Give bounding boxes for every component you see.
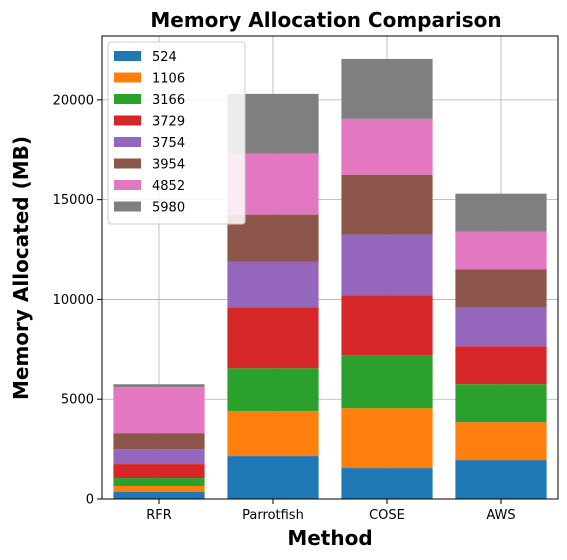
bar-segment-4852-cose: [341, 118, 433, 175]
bar-segment-3166-cose: [341, 355, 433, 409]
bar-segment-524-aws: [455, 460, 547, 499]
legend-swatch: [114, 94, 141, 104]
bar-segment-3729-cose: [341, 295, 433, 356]
legend-swatch: [114, 115, 141, 126]
bar-segment-3166-aws: [455, 384, 547, 423]
bar-segment-3729-aws: [455, 346, 547, 385]
y-tick-label: 20000: [53, 93, 94, 108]
bar-segment-1106-aws: [455, 422, 547, 461]
legend-label: 1106: [152, 72, 185, 87]
x-tick-label: AWS: [486, 508, 515, 523]
bar-segment-3954-cose: [341, 174, 433, 235]
legend-label: 4852: [152, 179, 185, 194]
bar-segment-5980-rfr: [113, 384, 205, 388]
x-tick-label: COSE: [369, 508, 405, 523]
bar-segment-524-rfr: [113, 492, 205, 499]
legend-swatch: [114, 51, 141, 61]
x-tick-label: Parrotfish: [242, 508, 304, 523]
bar-segment-3166-rfr: [113, 478, 205, 487]
bar-segment-3754-parrotfish: [227, 261, 319, 308]
bar-segment-3729-parrotfish: [227, 307, 319, 369]
chart-title: Memory Allocation Comparison: [150, 8, 501, 32]
legend-swatch: [114, 72, 141, 83]
y-tick-label: 0: [86, 493, 94, 508]
bar-segment-1106-rfr: [113, 486, 205, 493]
x-axis-label: Method: [287, 526, 372, 550]
bar-segment-3754-rfr: [113, 449, 205, 465]
legend: 524 1106 3166 3729 3754 3954 4852 5980: [107, 41, 246, 225]
bar-segment-3754-aws: [455, 307, 547, 347]
bar-segment-524-parrotfish: [227, 456, 319, 499]
y-tick-label: 5000: [61, 393, 94, 408]
legend-label: 524: [152, 50, 177, 65]
legend-label: 3166: [152, 93, 185, 108]
legend-label: 3954: [152, 158, 185, 173]
bar-segment-5980-cose: [341, 58, 433, 119]
bar-segment-3729-rfr: [113, 464, 205, 479]
legend-label: 3729: [152, 115, 185, 130]
y-tick-label: 15000: [53, 193, 94, 208]
bar-segment-3954-aws: [455, 269, 547, 308]
legend-swatch: [114, 180, 141, 190]
bar-segment-3166-parrotfish: [227, 368, 319, 412]
bar-segment-3754-cose: [341, 234, 433, 296]
legend-box: [107, 41, 246, 225]
plot-frame: [101, 35, 559, 500]
legend-label: 3754: [152, 136, 185, 151]
x-tick-label: RFR: [146, 508, 172, 523]
legend-swatch: [114, 201, 141, 212]
ticks-layer: 0 5000 10000 15000 20000 RFR Parrotfish COSE AWS: [53, 93, 516, 523]
y-tick-label: 10000: [53, 293, 94, 308]
bar-segment-4852-rfr: [113, 387, 205, 434]
bar-segment-1106-parrotfish: [227, 411, 319, 457]
bar-segment-5980-aws: [455, 193, 547, 232]
y-axis-label: Memory Allocated (MB): [9, 136, 33, 400]
bar-segment-3954-rfr: [113, 433, 205, 450]
bar-segment-1106-cose: [341, 408, 433, 469]
bar-segment-524-cose: [341, 468, 433, 499]
legend-swatch: [114, 137, 141, 147]
bar-segment-4852-aws: [455, 231, 547, 270]
legend-swatch: [114, 158, 141, 169]
legend-label: 5980: [152, 201, 185, 216]
